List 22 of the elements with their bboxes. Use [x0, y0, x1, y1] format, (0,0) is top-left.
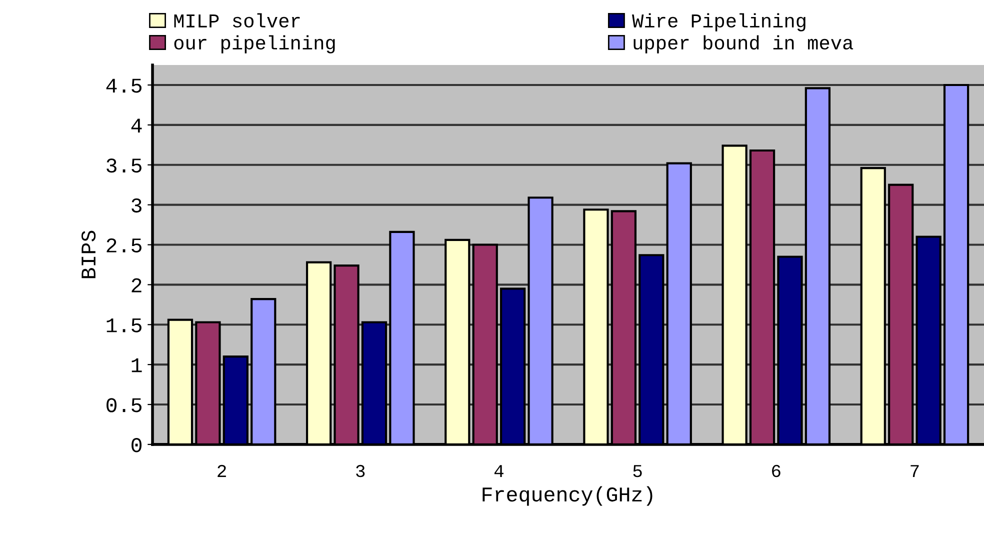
y-tick-label: 1 — [132, 358, 142, 372]
legend-label: Wire Pipelining — [632, 13, 806, 32]
y-tick-label: 4 — [131, 118, 142, 132]
y-tick-label: 4.5 — [106, 78, 142, 93]
y-tick-label: 2.5 — [106, 238, 142, 253]
legend-label: upper bound in meva — [634, 35, 854, 54]
y-tick-label: 3 — [132, 198, 142, 213]
legend-label: MILP solver — [174, 13, 300, 28]
x-axis-title: Frequency(GHz) — [482, 486, 652, 506]
x-tick-label: 3 — [356, 464, 365, 478]
legend-label: our pipelining — [174, 35, 335, 54]
x-tick-label: 7 — [910, 465, 919, 477]
y-tick-label: 2 — [132, 278, 142, 292]
x-tick-label: 4 — [494, 465, 504, 477]
y-axis-title: BIPS — [81, 230, 96, 278]
x-tick-label: 2 — [218, 464, 226, 477]
x-tick-label: 6 — [772, 464, 780, 478]
y-tick-label: 0.5 — [106, 398, 142, 412]
y-tick-label: 0 — [132, 438, 142, 452]
y-tick-label: 3.5 — [106, 158, 142, 173]
y-tick-label: 1.5 — [106, 318, 142, 332]
x-tick-label: 5 — [633, 465, 642, 478]
